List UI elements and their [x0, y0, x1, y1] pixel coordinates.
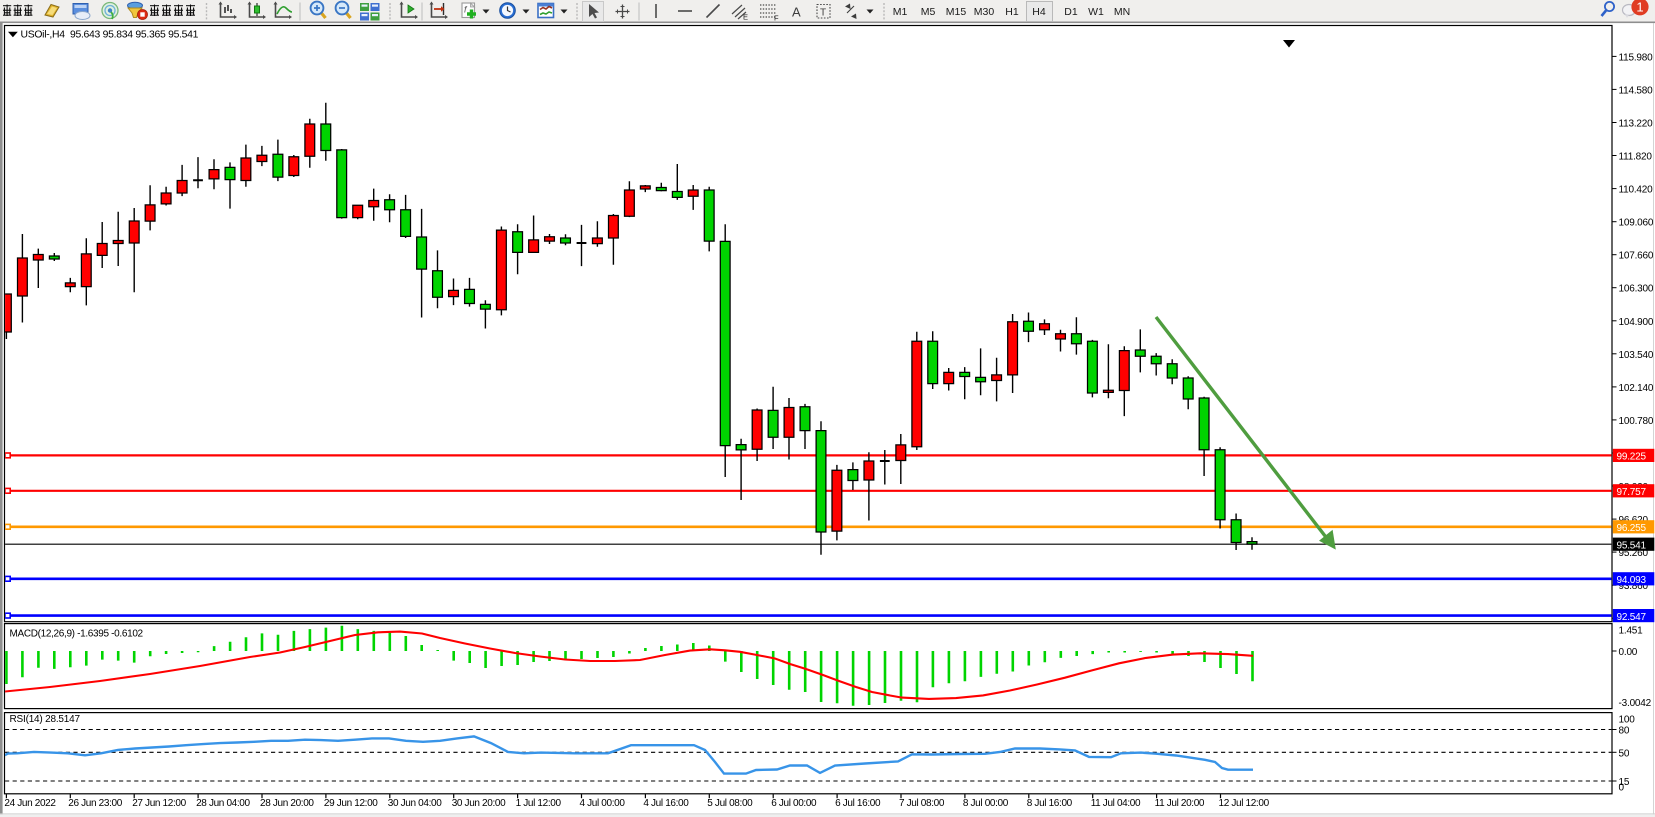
- svg-text:USOil-,H4 95.643 95.834 95.36: USOil-,H4 95.643 95.834 95.365 95.541: [21, 29, 199, 40]
- svg-text:106.300: 106.300: [1619, 284, 1654, 295]
- svg-text:11 Jul 20:00: 11 Jul 20:00: [1155, 798, 1205, 809]
- svg-text:111.820: 111.820: [1619, 152, 1653, 163]
- svg-text:-3.0042: -3.0042: [1619, 698, 1652, 709]
- svg-text:109.060: 109.060: [1619, 218, 1654, 229]
- svg-text:114.580: 114.580: [1619, 85, 1654, 96]
- svg-text:0.00: 0.00: [1619, 647, 1638, 658]
- svg-text:8 Jul 16:00: 8 Jul 16:00: [1027, 798, 1073, 809]
- svg-text:1: 1: [1636, 0, 1643, 14]
- svg-text:A: A: [792, 5, 801, 20]
- svg-text:94.093: 94.093: [1617, 575, 1647, 586]
- svg-text:M30: M30: [974, 6, 995, 18]
- svg-text:95.541: 95.541: [1617, 540, 1647, 551]
- svg-text:1 Jul 12:00: 1 Jul 12:00: [516, 798, 562, 809]
- svg-text:7 Jul 08:00: 7 Jul 08:00: [899, 798, 945, 809]
- svg-text:MACD(12,26,9) -1.6395 -0.6102: MACD(12,26,9) -1.6395 -0.6102: [10, 628, 144, 639]
- svg-text:99.225: 99.225: [1617, 452, 1647, 463]
- svg-text:M1: M1: [893, 6, 908, 18]
- svg-text:15: 15: [1619, 777, 1630, 788]
- svg-text:T: T: [820, 8, 826, 19]
- svg-text:8 Jul 00:00: 8 Jul 00:00: [963, 798, 1009, 809]
- svg-text:F: F: [774, 14, 779, 23]
- svg-text:50: 50: [1619, 748, 1630, 759]
- svg-text:103.540: 103.540: [1619, 350, 1654, 361]
- svg-text:11 Jul 04:00: 11 Jul 04:00: [1091, 798, 1141, 809]
- svg-text:113.220: 113.220: [1619, 119, 1654, 130]
- svg-text:M15: M15: [946, 6, 967, 18]
- svg-text:30 Jun 20:00: 30 Jun 20:00: [452, 798, 506, 809]
- svg-text:96.255: 96.255: [1617, 523, 1647, 534]
- svg-text:D1: D1: [1064, 6, 1078, 18]
- svg-text:E: E: [743, 13, 748, 22]
- svg-text:93.860: 93.860: [1619, 581, 1649, 592]
- svg-text:28 Jun 04:00: 28 Jun 04:00: [196, 798, 250, 809]
- svg-text:W1: W1: [1088, 6, 1104, 18]
- svg-text:110.420: 110.420: [1619, 185, 1654, 196]
- svg-text:80: 80: [1619, 726, 1630, 737]
- svg-text:30 Jun 04:00: 30 Jun 04:00: [388, 798, 442, 809]
- svg-text:RSI(14) 28.5147: RSI(14) 28.5147: [10, 714, 81, 725]
- svg-text:115.980: 115.980: [1619, 52, 1654, 63]
- svg-text:f: f: [464, 5, 468, 15]
- svg-text:92.547: 92.547: [1617, 612, 1647, 623]
- svg-text:27 Jun 12:00: 27 Jun 12:00: [132, 798, 186, 809]
- svg-text:104.900: 104.900: [1619, 317, 1654, 328]
- svg-text:0: 0: [1619, 783, 1625, 794]
- svg-text:H4: H4: [1032, 6, 1046, 18]
- svg-text:97.757: 97.757: [1617, 487, 1647, 498]
- svg-text:5 Jul 08:00: 5 Jul 08:00: [707, 798, 753, 809]
- svg-text:100.780: 100.780: [1619, 416, 1654, 427]
- svg-text:100: 100: [1619, 714, 1636, 725]
- svg-text:6 Jul 16:00: 6 Jul 16:00: [835, 798, 881, 809]
- svg-text:28 Jun 20:00: 28 Jun 20:00: [260, 798, 314, 809]
- svg-text:29 Jun 12:00: 29 Jun 12:00: [324, 798, 378, 809]
- svg-text:6 Jul 00:00: 6 Jul 00:00: [771, 798, 817, 809]
- svg-text:24 Jun 2022: 24 Jun 2022: [4, 798, 56, 809]
- svg-text:M5: M5: [921, 6, 936, 18]
- svg-text:107.660: 107.660: [1619, 251, 1654, 262]
- svg-text:MN: MN: [1114, 6, 1130, 18]
- svg-text:H1: H1: [1005, 6, 1019, 18]
- svg-text:12 Jul 12:00: 12 Jul 12:00: [1219, 798, 1270, 809]
- svg-text:102.140: 102.140: [1619, 383, 1654, 394]
- svg-text:1.451: 1.451: [1619, 626, 1644, 637]
- svg-text:4 Jul 16:00: 4 Jul 16:00: [643, 798, 689, 809]
- svg-text:4 Jul 00:00: 4 Jul 00:00: [580, 798, 626, 809]
- svg-text:95.260: 95.260: [1619, 548, 1649, 559]
- svg-text:26 Jun 23:00: 26 Jun 23:00: [68, 798, 122, 809]
